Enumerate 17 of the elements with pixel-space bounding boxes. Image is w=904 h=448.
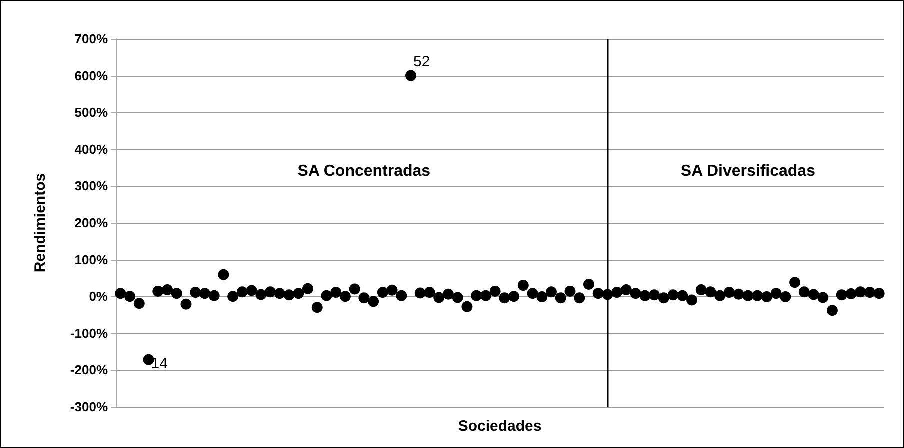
y-tick-label: 700%	[74, 32, 108, 46]
y-axis-title: Rendimientos	[32, 173, 49, 273]
y-tick-label: -200%	[70, 362, 108, 378]
y-tick-label: 0%	[89, 289, 108, 304]
y-tick-label: 400%	[74, 142, 108, 157]
y-tick-label: 500%	[74, 105, 108, 120]
y-tick-label: 300%	[74, 178, 108, 194]
x-axis-title: Sociedades	[458, 418, 542, 435]
y-tick-label: 200%	[74, 216, 108, 230]
y-tick-label: -100%	[70, 326, 108, 341]
annotation: 14	[151, 355, 168, 372]
y-tick-label: 600%	[74, 68, 108, 84]
y-tick-label: 100%	[74, 252, 108, 268]
y-tick-label: -300%	[70, 400, 108, 414]
annotation: SA Diversificadas	[680, 162, 816, 180]
annotation: 52	[414, 53, 430, 70]
annotation: SA Concentradas	[298, 162, 431, 180]
